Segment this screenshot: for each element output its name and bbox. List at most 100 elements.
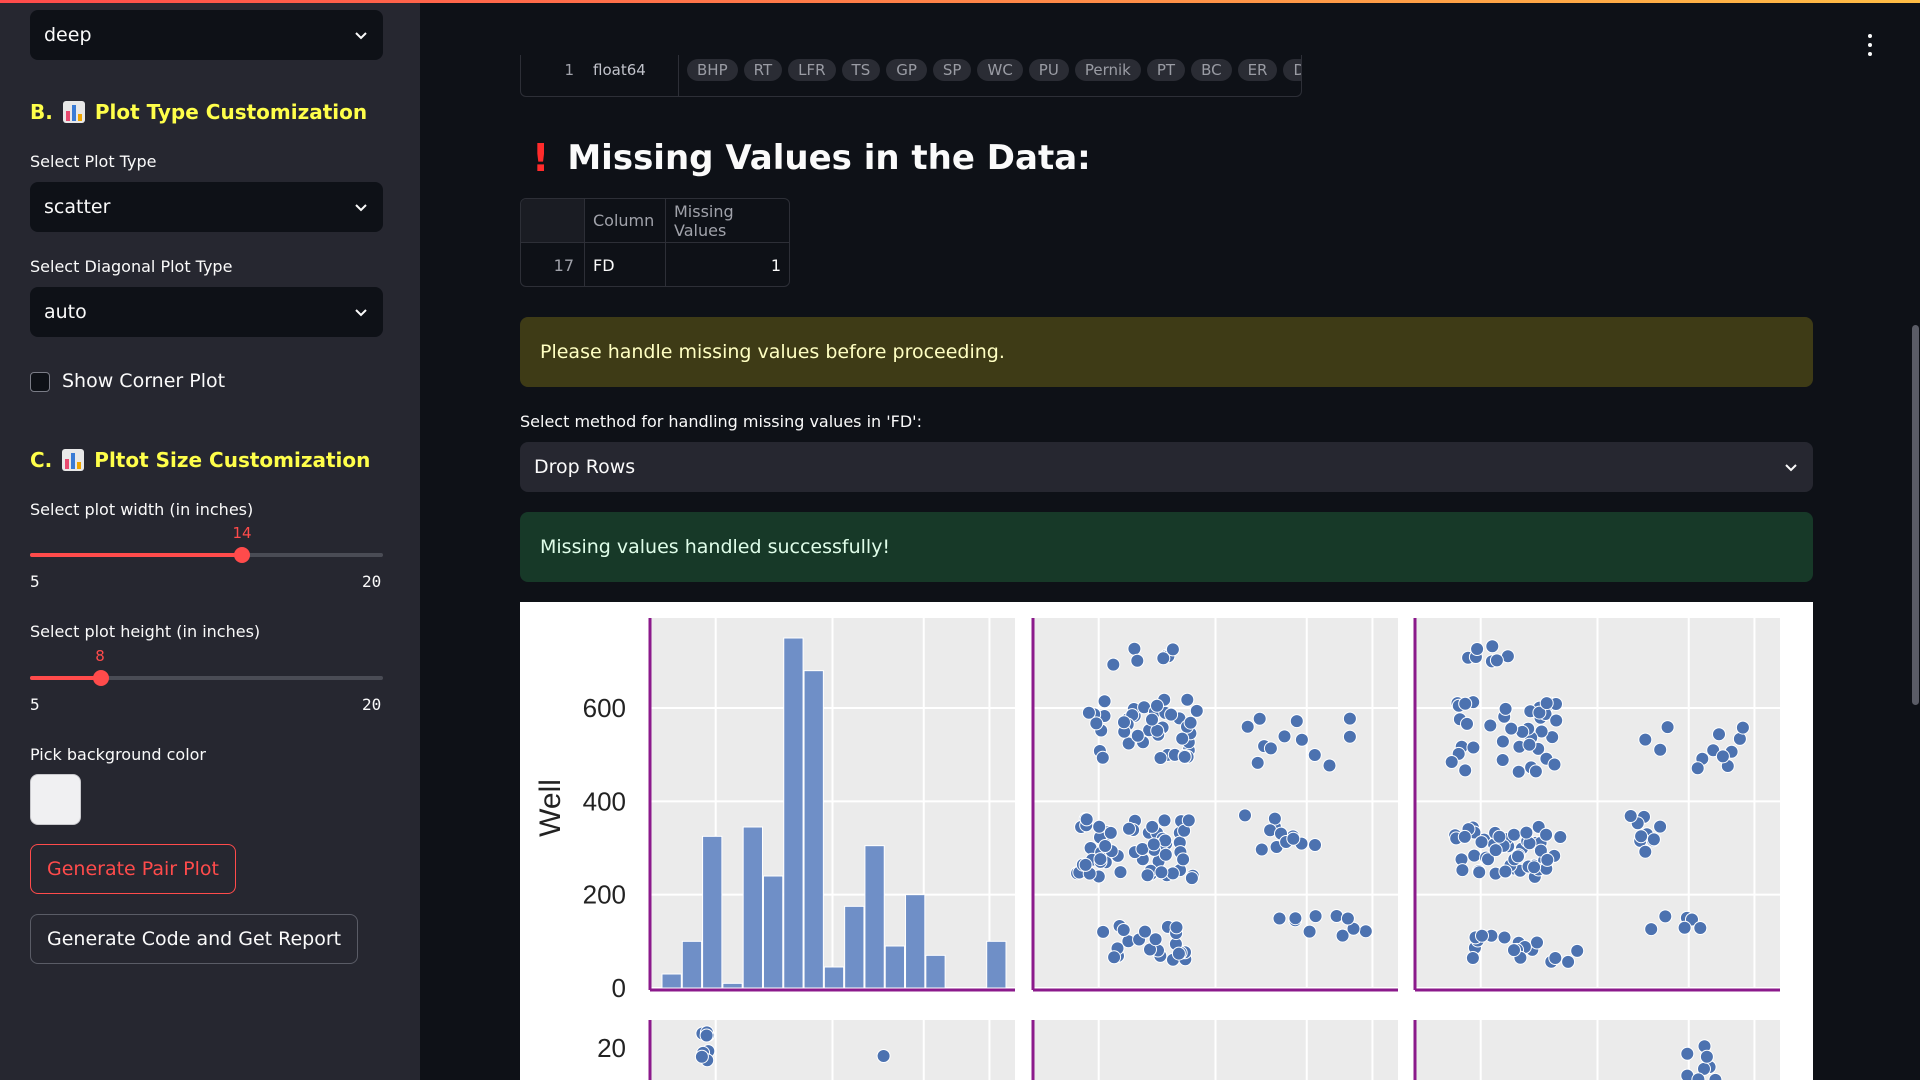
method-select-value: Drop Rows bbox=[534, 456, 636, 478]
more-menu-icon[interactable] bbox=[1866, 34, 1874, 56]
scatter-point bbox=[1644, 922, 1659, 937]
scatter-point bbox=[1093, 852, 1108, 867]
missing-values-title: Missing Values in the Data: bbox=[567, 138, 1091, 178]
scatter-point bbox=[1307, 748, 1322, 762]
scatter-point bbox=[1329, 909, 1344, 923]
scatter-point bbox=[1294, 732, 1309, 747]
scatter-point bbox=[1466, 740, 1481, 755]
scatter-point bbox=[1658, 909, 1673, 924]
scrollbar[interactable] bbox=[1912, 325, 1919, 705]
y-axis-label: Well bbox=[534, 779, 567, 837]
section-c-heading: C. Pltot Size Customization bbox=[30, 448, 370, 472]
bgcolor-picker[interactable] bbox=[30, 774, 81, 825]
scatter-point bbox=[1534, 724, 1549, 739]
scatter-point bbox=[1690, 761, 1705, 776]
scatter-point bbox=[1653, 742, 1668, 757]
scatter-point bbox=[1153, 751, 1168, 765]
scatter-point bbox=[1254, 842, 1269, 857]
plot-type-select[interactable]: scatter bbox=[30, 182, 383, 232]
column-pill: BHP bbox=[687, 59, 738, 81]
section-b-prefix: B. bbox=[30, 100, 53, 124]
table-header[interactable]: Column bbox=[585, 199, 666, 243]
scatter-point bbox=[1113, 865, 1128, 880]
generate-report-button[interactable]: Generate Code and Get Report bbox=[30, 914, 359, 964]
scatter-point bbox=[1097, 694, 1112, 709]
scatter-point bbox=[1157, 813, 1172, 828]
bgcolor-label: Pick background color bbox=[30, 745, 207, 764]
diag-type-select[interactable]: auto bbox=[30, 287, 383, 337]
scatter-point bbox=[1358, 924, 1373, 939]
scatter-point bbox=[1511, 849, 1525, 864]
table-cell[interactable]: 1 bbox=[770, 256, 781, 275]
height-slider[interactable] bbox=[30, 670, 383, 686]
missing-values-heading: ! Missing Values in the Data: bbox=[532, 136, 1091, 180]
scatter-point bbox=[1530, 935, 1544, 950]
column-pill: LFR bbox=[788, 59, 836, 81]
scatter-point bbox=[1106, 657, 1121, 672]
column-pill: PU bbox=[1028, 59, 1069, 81]
scatter-point bbox=[1189, 703, 1204, 718]
pair-plot-svg: 0 200 400 600 20 Well bbox=[534, 618, 1780, 1080]
diag-type-value: auto bbox=[44, 301, 87, 323]
scatter-point bbox=[1095, 750, 1110, 765]
corner-plot-checkbox[interactable] bbox=[30, 372, 50, 392]
scatter-point bbox=[1634, 829, 1649, 844]
width-slider-thumb[interactable] bbox=[233, 547, 250, 563]
scatter-point bbox=[1693, 921, 1708, 935]
method-select[interactable]: Drop Rows bbox=[520, 442, 1813, 492]
scatter-point bbox=[1481, 852, 1495, 867]
scatter-point bbox=[1495, 734, 1510, 749]
scatter-point bbox=[1250, 755, 1265, 770]
histogram-bar bbox=[925, 954, 946, 989]
scatter-point bbox=[1079, 812, 1094, 827]
bar-chart-icon bbox=[62, 101, 85, 123]
scatter-point bbox=[1488, 843, 1503, 858]
column-pill: WC bbox=[977, 59, 1023, 81]
scatter-point bbox=[1145, 712, 1159, 727]
scatter-point bbox=[699, 1028, 714, 1043]
scatter-point bbox=[1175, 731, 1190, 746]
histogram-bar bbox=[864, 845, 885, 989]
table-header bbox=[521, 199, 585, 243]
height-slider-thumb[interactable] bbox=[92, 670, 109, 686]
scatter-point bbox=[1522, 737, 1537, 752]
width-slider[interactable] bbox=[30, 547, 383, 563]
scatter-point bbox=[1165, 642, 1180, 657]
scatter-point bbox=[1504, 721, 1519, 736]
column-pill: PT bbox=[1146, 59, 1186, 81]
histogram-bar bbox=[905, 894, 926, 989]
scatter-point bbox=[1465, 951, 1480, 965]
scatter-point bbox=[1277, 729, 1292, 744]
scatter-point bbox=[1691, 1072, 1706, 1080]
scatter-point bbox=[1638, 844, 1653, 859]
scatter-point bbox=[1263, 741, 1278, 756]
generate-pair-plot-button[interactable]: Generate Pair Plot bbox=[30, 844, 236, 894]
histogram-bar bbox=[661, 973, 682, 989]
bar-chart-icon bbox=[62, 449, 85, 471]
column-pill: SP bbox=[932, 59, 972, 81]
column-pill: BC bbox=[1191, 59, 1232, 81]
scatter-point bbox=[1127, 641, 1142, 656]
y-tick-label: 20 bbox=[597, 1033, 626, 1063]
scatter-point bbox=[1340, 911, 1355, 926]
scatter-point bbox=[1548, 951, 1563, 965]
table-cell[interactable]: FD bbox=[585, 243, 666, 286]
scatter-point bbox=[1715, 749, 1730, 764]
scatter-point bbox=[1507, 943, 1521, 958]
scatter-point bbox=[1547, 757, 1562, 772]
scatter-point bbox=[1176, 852, 1191, 867]
scatter-point bbox=[1092, 819, 1107, 834]
table-header[interactable]: Missing Values bbox=[666, 199, 789, 243]
plot-type-label: Select Plot Type bbox=[30, 152, 157, 171]
section-b-title: Plot Type Customization bbox=[94, 100, 368, 124]
scatter-point bbox=[1183, 715, 1198, 730]
chevron-down-icon bbox=[355, 309, 367, 317]
scatter-point bbox=[1467, 848, 1482, 863]
scatter-point bbox=[1680, 1046, 1695, 1061]
scatter-point bbox=[1164, 707, 1179, 722]
palette-select[interactable]: deep bbox=[30, 10, 383, 60]
scatter-point bbox=[1540, 852, 1555, 867]
missing-values-table: Column Missing Values 17 FD 1 bbox=[520, 198, 790, 287]
scatter-point bbox=[1308, 838, 1322, 852]
scatter-point bbox=[1146, 837, 1161, 852]
